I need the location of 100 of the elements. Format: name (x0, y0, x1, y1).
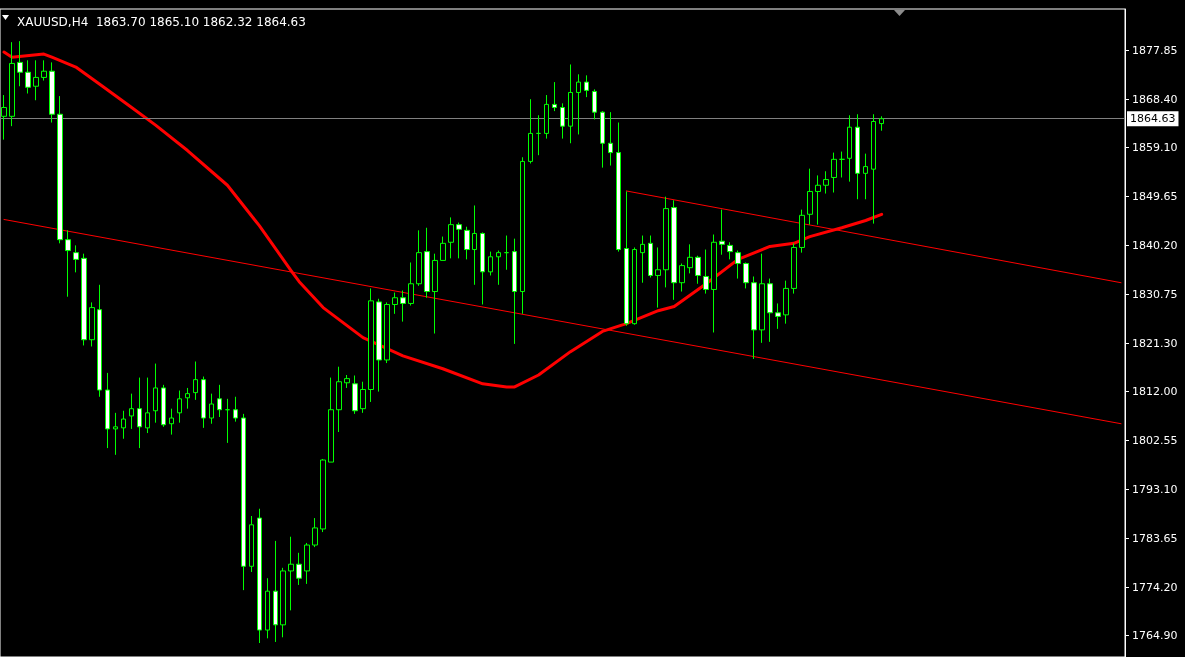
ref-line-label: 1864.63 (1130, 112, 1176, 126)
candlestick (727, 241, 733, 260)
candlestick (49, 61, 55, 124)
candlestick (177, 390, 182, 424)
y-tick-label: 1868.40 (1132, 92, 1178, 106)
candlestick (304, 542, 310, 585)
candlestick (751, 275, 757, 360)
candlestick (711, 234, 717, 333)
candlestick (544, 94, 549, 140)
candlestick (576, 73, 581, 135)
y-tick-label: 1877.85 (1132, 43, 1178, 57)
candlestick (233, 396, 238, 423)
y-tick-label: 1793.10 (1132, 483, 1178, 497)
candlestick (320, 458, 326, 533)
candlestick (121, 410, 126, 440)
candlestick (296, 552, 302, 586)
candlestick (1, 94, 7, 141)
candlestick (193, 361, 198, 401)
candlestick (855, 113, 860, 200)
candlestick (376, 298, 382, 393)
candlestick (384, 301, 390, 364)
y-tick-label: 1783.65 (1132, 532, 1178, 546)
candlestick (536, 114, 541, 156)
candlestick (783, 280, 789, 325)
candlestick (448, 216, 454, 259)
candlestick (703, 249, 709, 295)
y-tick-label: 1774.20 (1132, 581, 1178, 595)
candlestick (528, 98, 533, 164)
candlestick (632, 246, 637, 326)
y-tick-label: 1840.20 (1132, 238, 1178, 252)
candlestick (496, 250, 501, 286)
candlestick (695, 255, 701, 285)
candlestick (735, 250, 741, 280)
candlestick (169, 408, 174, 436)
candlestick (480, 231, 485, 305)
candlestick (600, 110, 605, 169)
candlestick (568, 63, 573, 144)
candlestick (344, 374, 350, 389)
candlestick (217, 384, 222, 418)
candlestick (41, 59, 47, 82)
candlestick (663, 196, 669, 288)
candlestick (512, 238, 517, 345)
candlestick (719, 209, 725, 256)
candlestick (799, 209, 805, 254)
candlestick (520, 156, 525, 315)
y-tick-label: 1802.55 (1132, 434, 1178, 448)
candlestick (679, 263, 685, 293)
candlestick (640, 235, 645, 284)
candlestick (9, 41, 15, 127)
candlestick (839, 151, 845, 178)
candlestick (488, 251, 493, 276)
candlestick (815, 174, 821, 226)
y-tick-label: 1764.90 (1132, 629, 1178, 643)
candlestick (616, 122, 621, 253)
candlestick (767, 278, 773, 343)
candlestick (360, 381, 366, 414)
y-tick-label: 1830.75 (1132, 287, 1178, 301)
candlestick (472, 204, 477, 286)
candlestick (687, 243, 693, 274)
candlestick (424, 227, 430, 299)
candlestick (249, 515, 254, 573)
candlestick (225, 398, 230, 444)
candlestick (879, 115, 884, 132)
candlestick (328, 377, 334, 463)
candlestick (584, 74, 589, 98)
candlestick (65, 229, 71, 298)
y-tick-label: 1859.10 (1132, 140, 1178, 154)
candlestick (863, 153, 868, 200)
candlestick (33, 59, 39, 101)
candlestick (17, 40, 23, 87)
candlestick (81, 253, 87, 346)
candlestick (847, 114, 852, 183)
candlestick (671, 199, 677, 301)
candlestick (400, 289, 406, 323)
candlestick (416, 229, 422, 287)
candlestick (560, 102, 565, 140)
candlestick (440, 236, 446, 261)
candlestick (759, 253, 765, 344)
candlestick (145, 377, 150, 434)
y-tick-label: 1821.30 (1132, 336, 1178, 350)
candlestick (73, 244, 79, 273)
candlestick (257, 508, 262, 644)
candlestick (273, 540, 278, 643)
candlestick (791, 242, 797, 295)
candlestick (624, 190, 629, 327)
candlestick (352, 375, 358, 415)
candlestick (137, 377, 142, 449)
candlestick (775, 302, 781, 330)
candlestick (185, 387, 190, 410)
candlestick (743, 262, 749, 289)
candlestick (113, 412, 118, 456)
candlestick (831, 152, 837, 194)
candlestick (280, 567, 286, 638)
candlestick (655, 246, 661, 309)
candlestick (288, 536, 294, 611)
candlestick (129, 393, 134, 430)
candlestick (464, 226, 470, 260)
candlestick (823, 170, 829, 195)
candlestick (312, 517, 318, 548)
candlestick (336, 366, 342, 433)
